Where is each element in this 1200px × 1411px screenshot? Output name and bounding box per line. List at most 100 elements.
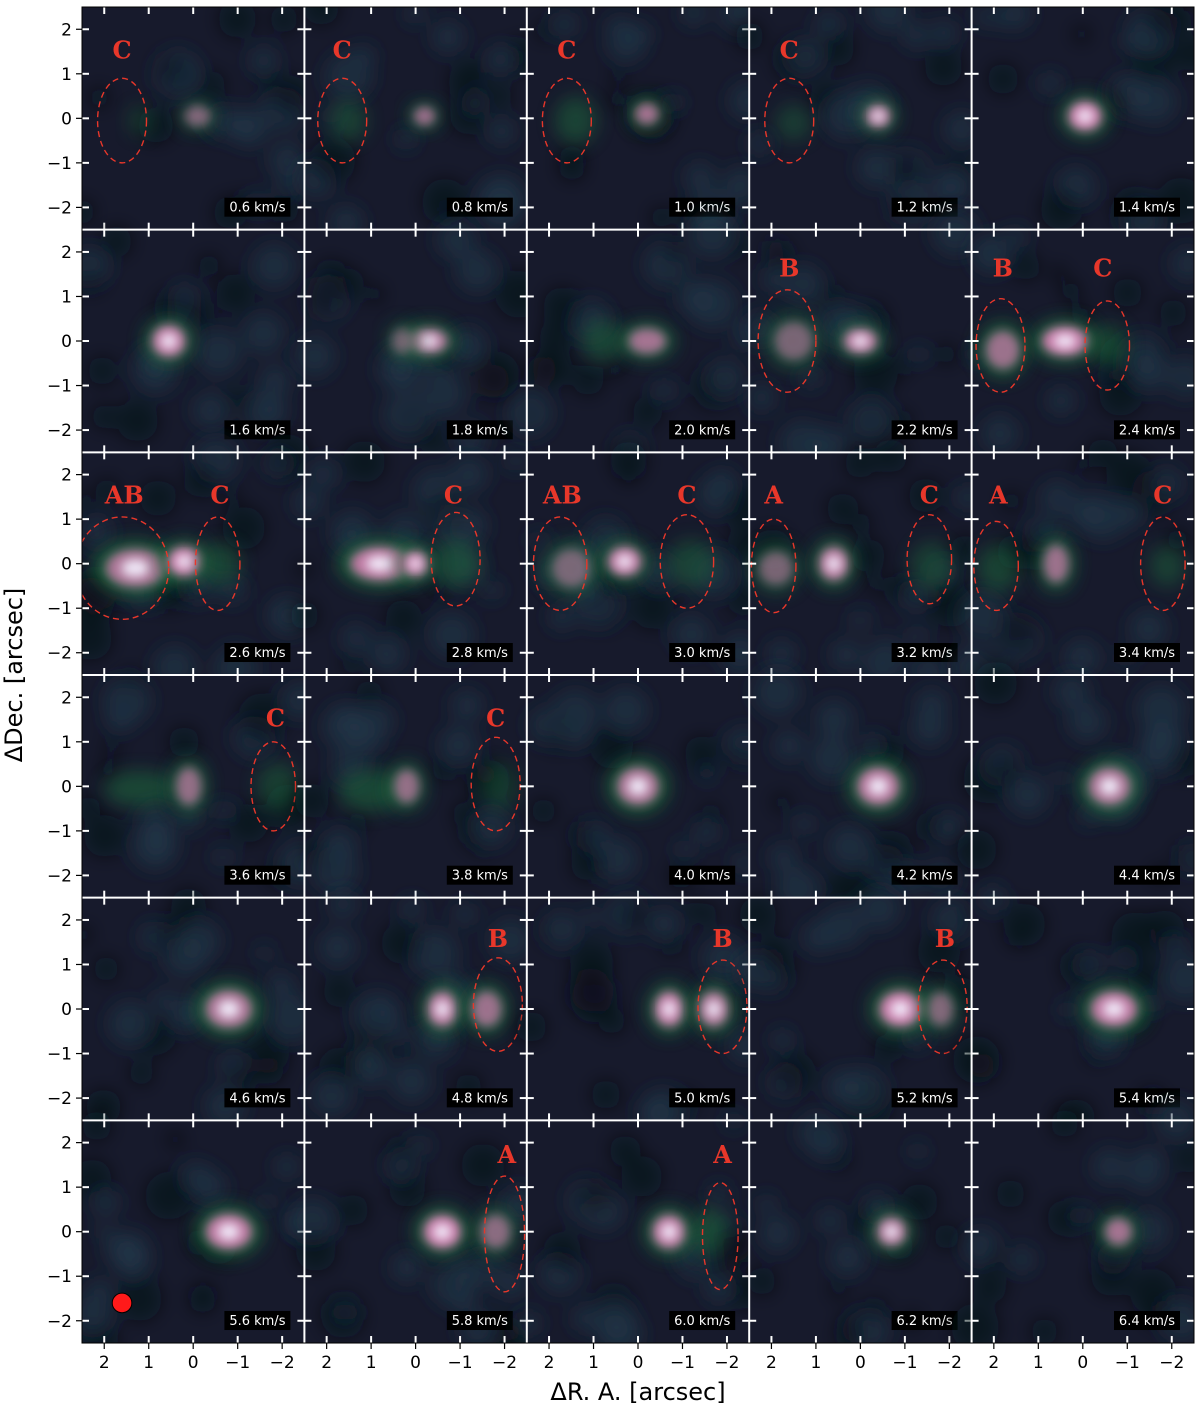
noise-blob: [93, 956, 119, 982]
noise-blob: [365, 285, 385, 304]
noise-blob: [82, 270, 103, 293]
y-tick-label: −2: [47, 421, 72, 441]
noise-blob: [908, 626, 927, 645]
component-ellipse: [659, 513, 715, 609]
noise-blob: [829, 1148, 851, 1170]
noise-blob: [482, 580, 502, 601]
emission: [870, 1210, 913, 1253]
emission: [581, 319, 674, 363]
noise-blob: [225, 1063, 255, 1094]
noise-blob: [632, 397, 663, 427]
emission: [544, 539, 716, 596]
emission: [977, 536, 1186, 593]
channel-panel: 6.2 km/s: [747, 1112, 972, 1343]
emission-peak: [433, 1223, 452, 1240]
emission-blob: [330, 99, 367, 142]
emission: [195, 981, 262, 1037]
velocity-label: 4.6 km/s: [229, 1091, 285, 1106]
noise-blob: [176, 806, 201, 832]
noise-blob: [747, 383, 776, 412]
noise-blob: [1000, 7, 1032, 30]
panel-ticks: [526, 452, 750, 676]
noise-blob: [772, 793, 791, 812]
noise-blob: [607, 360, 626, 379]
noise-blob: [702, 936, 747, 981]
noise-blob: [218, 7, 257, 38]
noise-blob: [829, 1281, 847, 1299]
emission-outer: [330, 99, 367, 142]
noise-blob: [266, 971, 295, 1000]
channel-panel: 2.0 km/s: [507, 211, 758, 465]
emission: [751, 539, 953, 593]
noise-blob: [1106, 451, 1151, 496]
x-tick-label: 0: [855, 1353, 866, 1373]
noise-blob: [531, 798, 556, 824]
noise-blob: [756, 1194, 777, 1214]
velocity-label-box: [669, 643, 736, 663]
emission: [1080, 983, 1147, 1035]
emission-blob: [766, 313, 821, 369]
noise-blob: [621, 1156, 663, 1198]
noise-blob: [759, 1215, 796, 1252]
velocity-label-box: [1114, 1088, 1180, 1108]
component-label: A: [763, 481, 783, 510]
noise-blob: [405, 7, 425, 25]
noise-blob: [771, 1029, 793, 1051]
noise-blob: [461, 1143, 505, 1188]
emission-blob: [581, 319, 624, 363]
y-tick-label: −2: [47, 1089, 72, 1109]
noise-blob: [263, 399, 286, 423]
velocity-label-box: [446, 1311, 513, 1331]
noise-blob: [448, 61, 488, 102]
emission-blob: [922, 984, 959, 1034]
noise-blob: [684, 735, 720, 771]
y-tick-label: 1: [61, 1178, 72, 1198]
emission-blob: [692, 983, 735, 1035]
x-tick-label: 0: [1077, 1353, 1088, 1373]
noise-blob: [293, 487, 325, 518]
noise-blob: [915, 688, 948, 720]
noise-blob: [322, 704, 368, 750]
emission-blob: [409, 102, 440, 130]
emission-blob: [170, 759, 207, 814]
noise-blob: [558, 1256, 575, 1273]
noise-blob: [87, 356, 117, 386]
noise-blob: [172, 1006, 198, 1032]
noise-blob: [590, 726, 634, 770]
noise-blob: [559, 145, 584, 170]
emission: [337, 539, 480, 588]
noise-blob: [1053, 769, 1070, 787]
velocity-label-box: [446, 420, 513, 440]
x-tick-label: −1: [670, 1353, 695, 1373]
y-tick-label: 1: [61, 510, 72, 530]
emission-blob: [144, 318, 193, 364]
component-label: C: [266, 703, 285, 732]
velocity-label: 2.4 km/s: [1119, 423, 1175, 438]
noise-blob: [949, 152, 971, 174]
component-label: C: [1153, 481, 1172, 510]
velocity-label: 0.8 km/s: [452, 201, 508, 216]
emission-blob: [645, 1207, 694, 1256]
component-label: C: [557, 35, 576, 64]
noise-blob: [995, 1179, 1026, 1209]
velocity-label: 1.6 km/s: [229, 423, 285, 438]
noise-blob: [108, 1002, 153, 1046]
noise-blob: [764, 241, 794, 271]
emission: [387, 322, 456, 360]
noise-blob: [595, 838, 638, 881]
emission-peak: [217, 999, 240, 1019]
component-ellipse: [317, 77, 368, 164]
noise-blob: [934, 813, 963, 842]
component-label: B: [488, 924, 508, 953]
noise-blob: [773, 730, 805, 762]
noise-blob: [1127, 958, 1162, 993]
emission: [421, 983, 508, 1035]
emission-outer: [127, 105, 152, 136]
x-tick-label: 1: [1033, 1353, 1044, 1373]
noise-blob: [762, 265, 790, 293]
y-tick-label: −1: [47, 822, 72, 842]
velocity-label: 6.0 km/s: [674, 1314, 730, 1329]
emission-outer: [482, 762, 519, 811]
emission-blob: [1080, 983, 1147, 1035]
noise-blob: [900, 1183, 939, 1221]
